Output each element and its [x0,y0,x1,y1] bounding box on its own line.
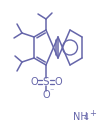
Text: 4: 4 [84,112,89,122]
Text: O: O [42,90,50,100]
Text: NH: NH [73,112,88,122]
Text: O: O [54,77,62,87]
Text: ⁻: ⁻ [50,86,54,96]
Text: O: O [30,77,38,87]
Text: +: + [89,109,96,118]
Text: S: S [43,77,49,87]
